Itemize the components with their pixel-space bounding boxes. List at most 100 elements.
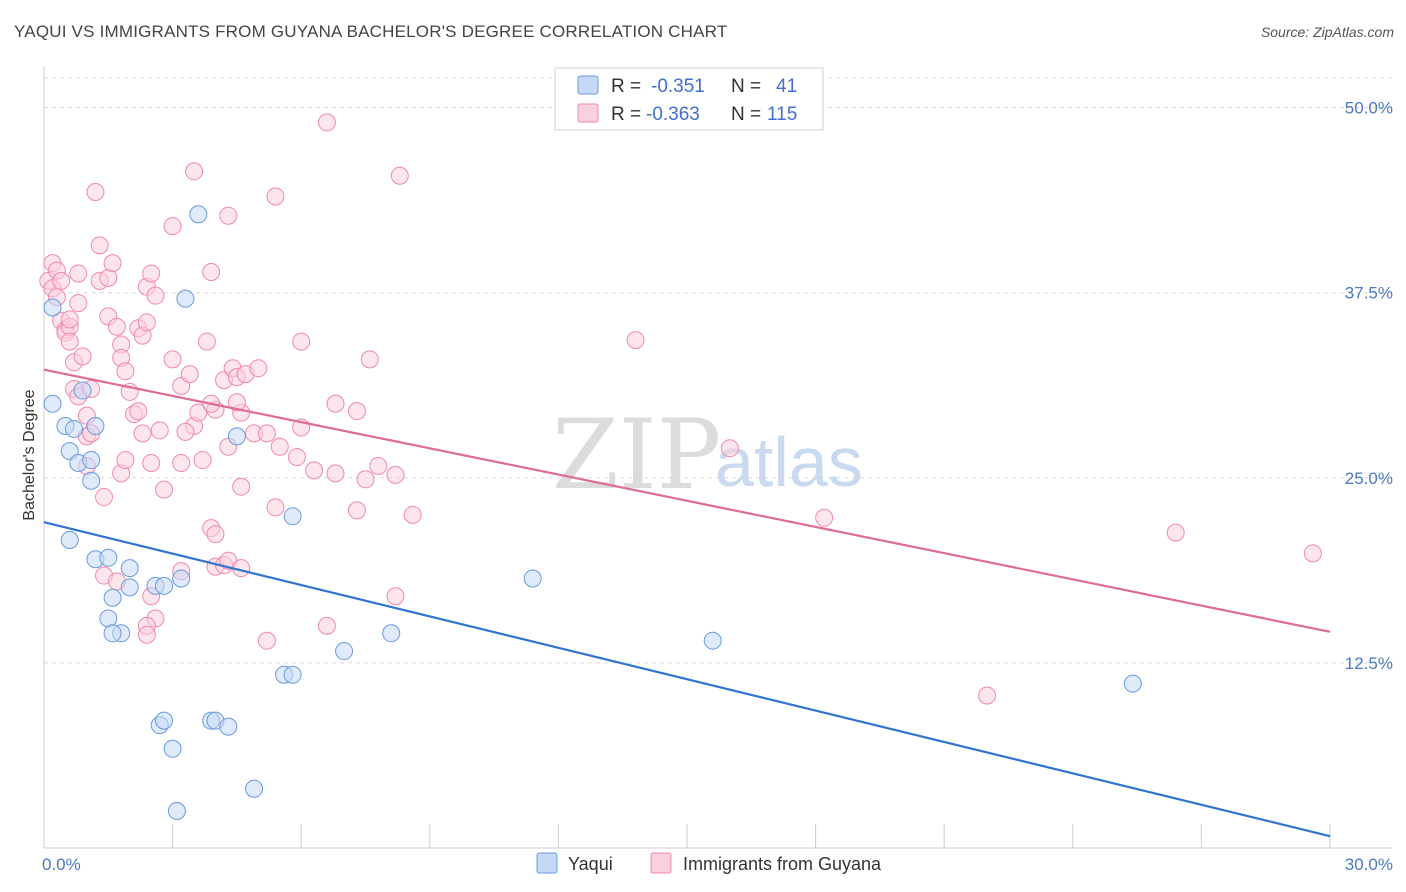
x-tick-label: 30.0%: [1345, 855, 1393, 874]
yaqui-point: [189, 205, 208, 224]
guyana-point: [150, 421, 169, 440]
yaqui-point: [43, 298, 62, 317]
guyana-point: [386, 587, 405, 606]
yaqui-point: [163, 739, 182, 758]
guyana-point: [249, 359, 268, 378]
yaqui-point: [382, 624, 401, 643]
yaqui-point: [73, 381, 92, 400]
legend-r-value-yaqui: -0.351: [651, 76, 705, 97]
yaqui-points: [43, 205, 1142, 820]
series-legend-label-yaqui: Yaqui: [568, 854, 613, 874]
guyana-point: [202, 262, 221, 281]
guyana-point: [146, 286, 165, 305]
guyana-point: [107, 317, 126, 336]
guyana-point: [626, 331, 645, 350]
stats-legend-box: [554, 67, 824, 131]
yaqui-point: [155, 711, 174, 730]
guyana-point: [137, 313, 156, 332]
guyana-point: [326, 394, 345, 413]
yaqui-point: [335, 642, 354, 661]
guyana-point: [176, 422, 195, 441]
guyana-point: [815, 508, 834, 527]
yaqui-point: [703, 631, 722, 650]
yaqui-point: [99, 609, 118, 628]
y-tick-labels: 12.5% 25.0% 37.5% 50.0%: [1345, 99, 1393, 673]
guyana-point: [347, 501, 366, 520]
guyana-point: [69, 264, 88, 283]
guyana-point: [305, 461, 324, 480]
yaqui-point: [99, 548, 118, 567]
watermark-zip: ZIP: [552, 399, 721, 511]
guyana-point: [386, 465, 405, 484]
guyana-point: [720, 439, 739, 458]
yaqui-point: [167, 801, 186, 820]
series-legend-swatch-yaqui: [536, 852, 558, 874]
yaqui-point: [103, 588, 122, 607]
guyana-point: [390, 166, 409, 185]
yaqui-trend-line: [43, 521, 1331, 838]
guyana-point: [227, 393, 246, 412]
legend-n-value-guyana: 115: [767, 104, 797, 125]
guyana-point: [73, 347, 92, 366]
guyana-point: [142, 264, 161, 283]
guyana-point: [133, 424, 152, 443]
guyana-point: [257, 424, 276, 443]
guyana-point: [257, 631, 276, 650]
guyana-point: [86, 183, 105, 202]
yaqui-point: [1123, 674, 1142, 693]
guyana-point: [360, 350, 379, 369]
yaqui-point: [65, 419, 84, 438]
guyana-point: [347, 402, 366, 421]
legend-r-value-guyana: -0.363: [646, 104, 700, 125]
guyana-point: [103, 254, 122, 273]
chart-title: YAQUI VS IMMIGRANTS FROM GUYANA BACHELOR…: [14, 22, 728, 41]
y-axis-label: Bachelor's Degree: [21, 389, 38, 520]
guyana-point: [219, 206, 238, 225]
y-tick-label: 37.5%: [1345, 284, 1393, 303]
guyana-point: [326, 464, 345, 483]
guyana-point: [317, 113, 336, 132]
guyana-point: [317, 616, 336, 635]
guyana-point: [270, 437, 289, 456]
watermark: ZIP atlas: [552, 399, 863, 511]
guyana-point: [1303, 544, 1322, 563]
legend-r-label-yaqui: R =: [611, 76, 641, 97]
guyana-point: [155, 480, 174, 499]
guyana-point: [60, 310, 79, 329]
yaqui-point: [120, 578, 139, 597]
yaqui-point: [523, 569, 542, 588]
guyana-point: [116, 451, 135, 470]
guyana-point: [180, 365, 199, 384]
guyana-point: [978, 686, 997, 705]
guyana-point: [266, 498, 285, 517]
guyana-point: [189, 403, 208, 422]
y-tick-label: 50.0%: [1345, 99, 1393, 118]
guyana-point: [172, 454, 191, 472]
guyana-point: [116, 362, 135, 381]
yaqui-point: [227, 427, 246, 446]
guyana-point: [206, 525, 225, 544]
y-tick-label: 12.5%: [1345, 654, 1393, 673]
guyana-point: [60, 332, 79, 351]
yaqui-point: [155, 576, 174, 595]
guyana-point: [287, 448, 306, 467]
guyana-point: [163, 217, 182, 236]
guyana-point: [69, 294, 88, 313]
yaqui-point: [120, 559, 139, 578]
yaqui-point: [283, 507, 302, 526]
legend-r-label-guyana: R =: [611, 104, 641, 125]
guyana-point: [137, 625, 156, 644]
legend-n-label-guyana: N =: [731, 104, 761, 125]
guyana-point: [95, 488, 114, 507]
x-tick-labels: 0.0% 30.0%: [42, 855, 1393, 874]
yaqui-point: [103, 624, 122, 643]
guyana-point: [142, 454, 161, 472]
watermark-atlas: atlas: [715, 423, 863, 501]
yaqui-point: [43, 394, 62, 413]
stats-legend: R = -0.351 N = 41 R = -0.363 N = 115: [554, 67, 824, 131]
legend-n-value-yaqui: 41: [776, 76, 797, 97]
yaqui-point: [219, 717, 238, 736]
guyana-point: [232, 477, 251, 496]
yaqui-point: [60, 531, 79, 549]
guyana-point: [99, 268, 118, 287]
